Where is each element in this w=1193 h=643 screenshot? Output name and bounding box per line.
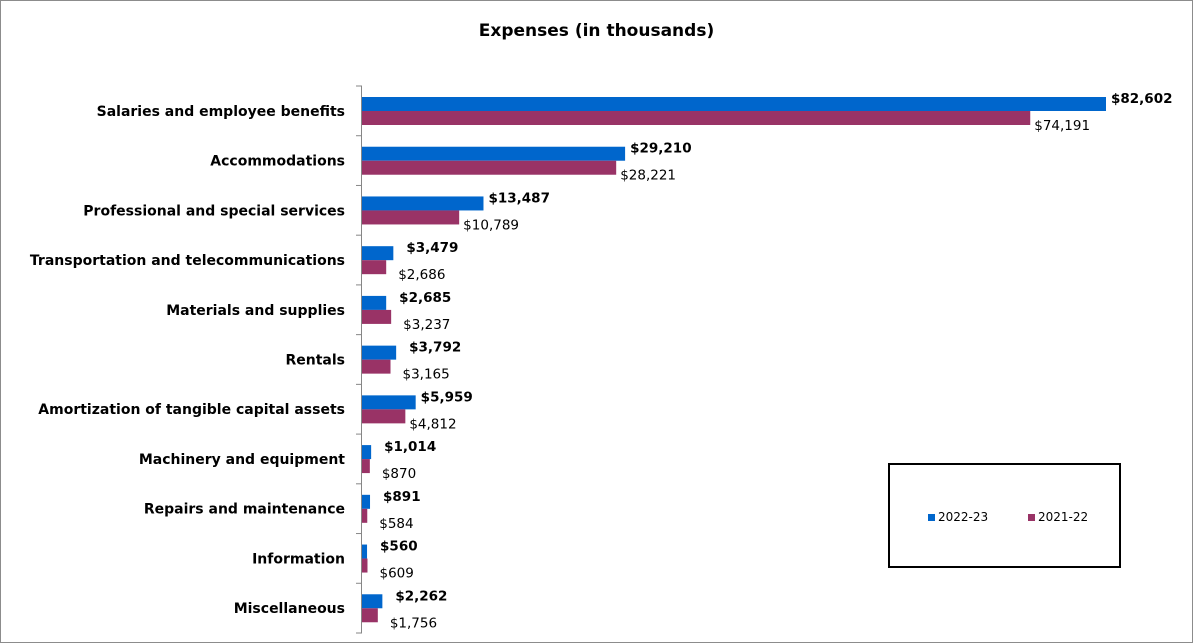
data-label-2021-22: $3,165 (403, 367, 450, 383)
bar-2021-22 (362, 359, 391, 374)
category-label: Miscellaneous (234, 601, 345, 617)
legend-label: 2022-23 (938, 510, 989, 524)
data-label-2021-22: $609 (379, 566, 413, 582)
data-label-2022-23: $82,602 (1111, 91, 1173, 107)
category-label: Amortization of tangible capital assets (38, 402, 345, 418)
bar-2022-23 (362, 97, 1106, 111)
data-label-2022-23: $3,479 (406, 240, 458, 256)
category-label: Rentals (285, 353, 345, 369)
bar-2021-22 (362, 111, 1031, 125)
category-label: Materials and supplies (166, 303, 345, 319)
data-label-2021-22: $10,789 (463, 217, 519, 233)
data-label-2021-22: $870 (382, 466, 416, 482)
bar-2022-23 (362, 594, 383, 609)
data-label-2022-23: $3,792 (409, 340, 461, 356)
bar-2022-23 (362, 295, 387, 310)
data-label-2022-23: $5,959 (421, 389, 473, 405)
data-label-2021-22: $74,191 (1034, 118, 1090, 134)
chart-title: Expenses (in thousands) (478, 21, 715, 41)
bar-2022-23 (362, 395, 416, 410)
legend-swatch (1028, 513, 1035, 521)
data-label-2021-22: $1,756 (390, 615, 437, 631)
data-label-2022-23: $1,014 (384, 439, 436, 455)
category-label: Machinery and equipment (139, 452, 345, 468)
bar-2021-22 (362, 459, 370, 474)
bar-2022-23 (362, 494, 371, 509)
bar-2022-23 (362, 246, 394, 261)
category-label: Repairs and maintenance (144, 502, 345, 518)
bar-2021-22 (362, 409, 406, 424)
data-label-2022-23: $13,487 (488, 190, 550, 206)
bar-2021-22 (362, 160, 617, 175)
data-label-2022-23: $560 (380, 539, 418, 555)
data-label-2022-23: $29,210 (630, 141, 692, 157)
category-label: Professional and special services (83, 203, 345, 219)
bar-2022-23 (362, 445, 372, 460)
bar-2022-23 (362, 196, 484, 211)
legend-label: 2021-22 (1038, 510, 1089, 524)
legend: 2022-23 2021-22 (888, 463, 1121, 568)
category-label: Information (252, 551, 345, 567)
data-label-2021-22: $2,686 (398, 267, 445, 283)
legend-swatch (928, 513, 935, 521)
bar-2022-23 (362, 345, 397, 360)
category-label: Accommodations (210, 154, 345, 170)
data-label-2021-22: $4,812 (409, 416, 456, 432)
data-label-2021-22: $3,237 (403, 317, 450, 333)
bar-2021-22 (362, 309, 392, 324)
data-label-2021-22: $584 (379, 516, 413, 532)
data-label-2022-23: $2,685 (399, 290, 451, 306)
data-label-2021-22: $28,221 (620, 168, 676, 184)
bar-2022-23 (362, 544, 368, 559)
bar-2021-22 (362, 210, 460, 225)
legend-item-2022-23: 2022-23 (928, 510, 988, 524)
category-label: Salaries and employee benefits (97, 104, 345, 120)
bar-2021-22 (362, 260, 387, 275)
bar-2021-22 (362, 608, 378, 623)
bar-2021-22 (362, 558, 368, 573)
data-label-2022-23: $891 (383, 489, 421, 505)
category-label: Transportation and telecommunications (30, 253, 345, 269)
bar-2022-23 (362, 146, 626, 161)
bar-2021-22 (362, 508, 368, 523)
data-label-2022-23: $2,262 (395, 588, 447, 604)
legend-item-2021-22: 2021-22 (1028, 510, 1088, 524)
